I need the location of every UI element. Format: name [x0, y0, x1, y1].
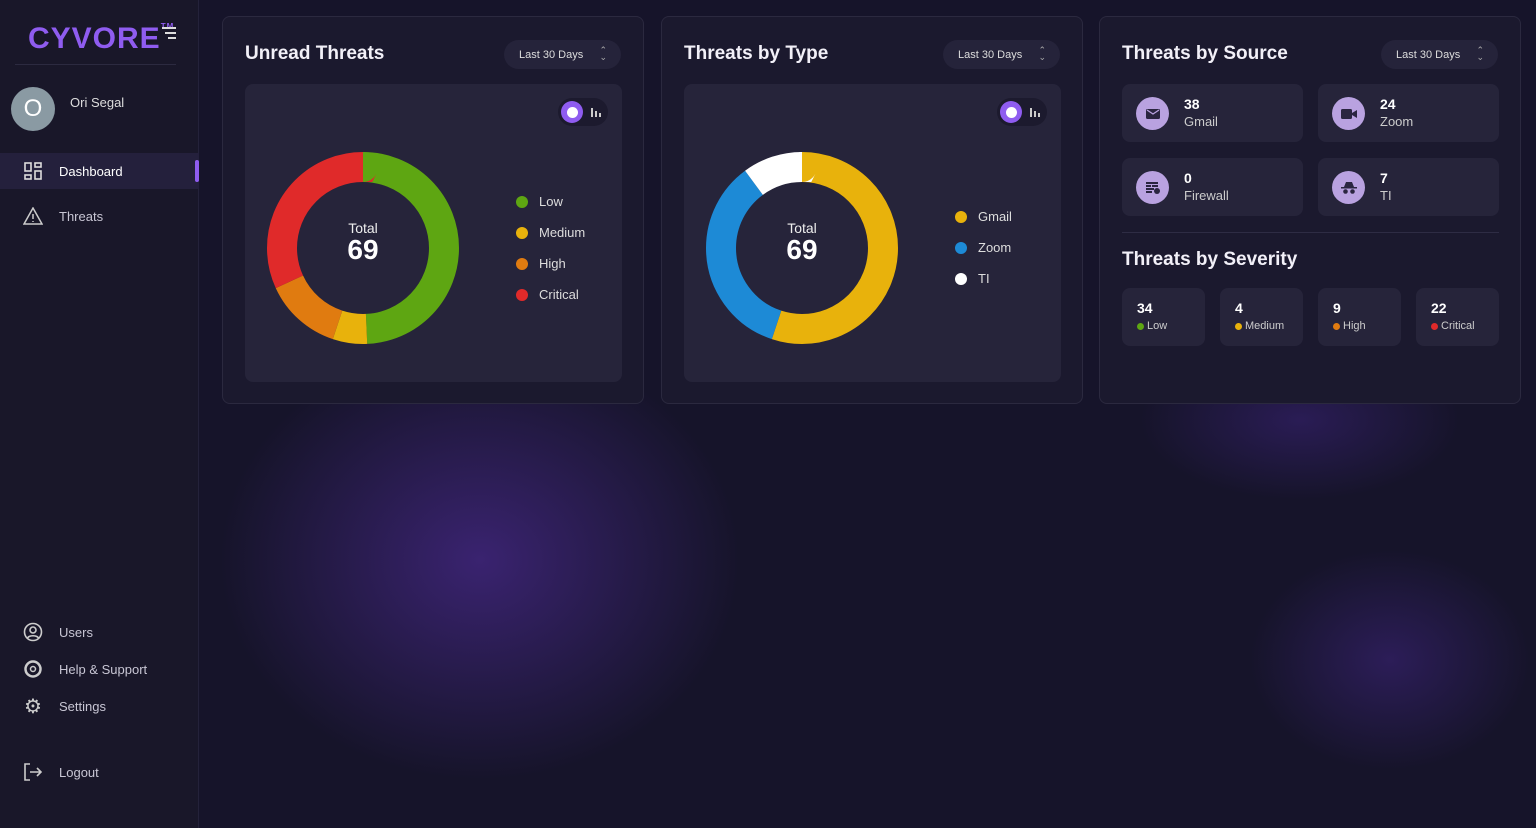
sidebar: CYVORETM O Ori Segal Dashboard Threats U…: [0, 0, 199, 828]
total-value: 69: [786, 234, 818, 265]
pie-chart-icon[interactable]: [1000, 101, 1022, 123]
card-title: Unread Threats: [245, 43, 385, 64]
user-name: Ori Segal: [70, 95, 125, 110]
warning-triangle-icon: [23, 206, 43, 226]
avatar[interactable]: O: [11, 87, 55, 131]
chart-panel: Total 69 Gmail Zoom TI: [684, 84, 1061, 382]
envelope-icon: [1136, 97, 1169, 130]
sidebar-item-label: Threats: [59, 208, 104, 224]
legend-item-ti: TI: [955, 263, 1012, 294]
legend: Low Medium High Critical: [516, 186, 585, 310]
spy-incognito-icon: [1332, 171, 1365, 204]
divider: [1122, 232, 1499, 233]
pie-chart-icon[interactable]: [561, 101, 583, 123]
date-range-select[interactable]: Last 30 Days ⌃ ⌄: [943, 40, 1060, 69]
gear-icon: ⚙: [24, 695, 42, 718]
severity-tile-high[interactable]: 9 High: [1318, 288, 1401, 346]
card-title: Threats by Source: [1122, 43, 1288, 64]
total-value: 69: [347, 234, 379, 265]
sidebar-item-label: Dashboard: [59, 163, 123, 179]
firewall-icon: [1136, 171, 1169, 204]
unread-donut-chart: [267, 152, 459, 344]
sidebar-item-label: Users: [59, 624, 93, 640]
legend: Gmail Zoom TI: [955, 201, 1012, 294]
date-range-select[interactable]: Last 30 Days ⌃ ⌄: [504, 40, 621, 69]
type-donut-chart: [706, 152, 898, 344]
donut-center: Total 69: [313, 220, 413, 264]
dashboard-grid-icon: [23, 161, 43, 181]
legend-item-zoom: Zoom: [955, 232, 1012, 263]
severity-tile-medium[interactable]: 4 Medium: [1220, 288, 1303, 346]
chevron-updown-icon: ⌃ ⌄: [1476, 45, 1484, 62]
logout-label: Logout: [59, 764, 99, 780]
legend-item-critical: Critical: [516, 279, 585, 310]
user-circle-icon: [23, 622, 43, 642]
chevron-updown-icon: ⌃ ⌄: [599, 45, 607, 62]
divider: [15, 64, 176, 65]
severity-tile-critical[interactable]: 22 Critical: [1416, 288, 1499, 346]
sidebar-item-help-support[interactable]: Help & Support: [0, 651, 199, 687]
legend-item-low: Low: [516, 186, 585, 217]
sidebar-item-users[interactable]: Users: [0, 614, 199, 650]
severity-title: Threats by Severity: [1122, 249, 1298, 270]
donut-segment-ti[interactable]: [706, 152, 898, 344]
chart-type-toggle[interactable]: [558, 98, 608, 126]
source-tile-firewall[interactable]: 0 Firewall: [1122, 158, 1303, 216]
logout-button[interactable]: Logout: [0, 754, 199, 790]
legend-item-high: High: [516, 248, 585, 279]
bar-chart-icon[interactable]: [591, 107, 601, 117]
cyvore-logo[interactable]: CYVORETM: [28, 22, 173, 55]
legend-item-medium: Medium: [516, 217, 585, 248]
chart-panel: Total 69 Low Medium High Critical: [245, 84, 622, 382]
legend-item-gmail: Gmail: [955, 201, 1012, 232]
donut-segment-medium[interactable]: [267, 152, 459, 344]
unread-threats-card: Unread Threats Last 30 Days ⌃ ⌄ Total 69 Lo…: [222, 16, 644, 404]
severity-tile-low[interactable]: 34 Low: [1122, 288, 1205, 346]
date-range-select[interactable]: Last 30 Days ⌃ ⌄: [1381, 40, 1498, 69]
lifebuoy-icon: [23, 659, 43, 679]
chart-type-toggle[interactable]: [997, 98, 1047, 126]
sidebar-item-label: Settings: [59, 698, 106, 714]
chevron-updown-icon: ⌃ ⌄: [1038, 45, 1046, 62]
source-tile-zoom[interactable]: 24 Zoom: [1318, 84, 1499, 142]
logout-icon: [23, 762, 43, 782]
source-tile-gmail[interactable]: 38 Gmail: [1122, 84, 1303, 142]
donut-center: Total 69: [752, 220, 852, 264]
sidebar-item-label: Help & Support: [59, 661, 148, 677]
menu-collapse-icon[interactable]: [162, 27, 176, 42]
threats-by-type-card: Threats by Type Last 30 Days ⌃ ⌄ Total 69 G…: [661, 16, 1083, 404]
bar-chart-icon[interactable]: [1030, 107, 1040, 117]
threats-by-source-card: Threats by Source Last 30 Days ⌃ ⌄ 38 Gmail…: [1099, 16, 1521, 404]
sidebar-item-dashboard[interactable]: Dashboard: [0, 153, 199, 189]
card-title: Threats by Type: [684, 43, 829, 64]
donut-segment-critical[interactable]: [267, 152, 459, 344]
donut-segment-zoom[interactable]: [706, 152, 898, 344]
video-camera-icon: [1332, 97, 1365, 130]
source-tile-ti[interactable]: 7 TI: [1318, 158, 1499, 216]
sidebar-item-threats[interactable]: Threats: [0, 198, 199, 234]
sidebar-item-settings[interactable]: ⚙ Settings: [0, 688, 199, 724]
